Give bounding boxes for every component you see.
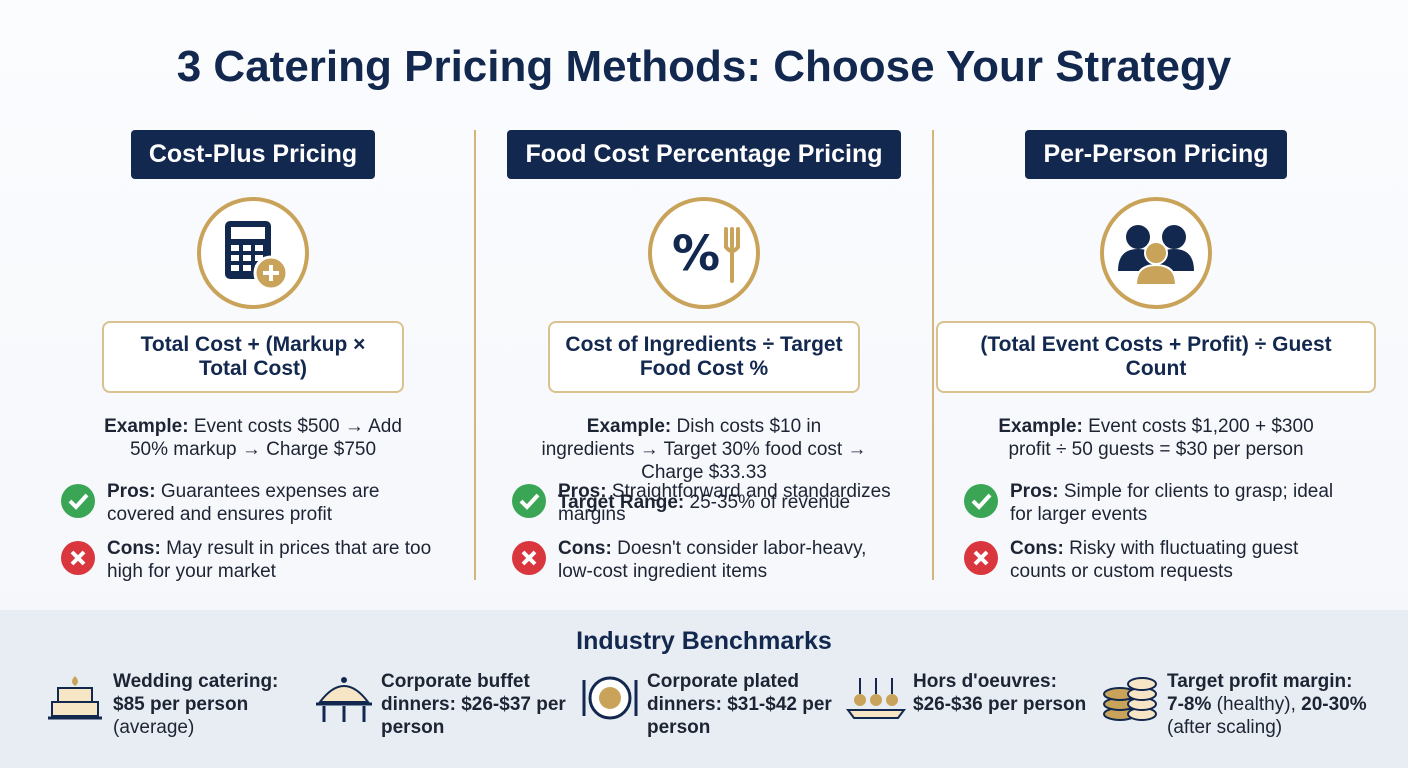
example-label: Example: — [586, 416, 672, 437]
benchmark-strong: 20-30% — [1301, 694, 1367, 715]
benchmark: Corporate buffet dinners: $26-$37 per pe… — [381, 670, 581, 739]
cons-label: Cons: — [1010, 538, 1064, 559]
method-name: Cost-Plus Pricing — [130, 130, 376, 179]
benchmark: Target profit margin: 7-8% (healthy), 20… — [1167, 670, 1367, 739]
pros: Pros: Guarantees expenses are covered an… — [61, 480, 447, 526]
cons-label: Cons: — [107, 538, 161, 559]
example: Example: Dish costs $10 in ingredients →… — [539, 415, 869, 484]
benchmark-icon — [48, 676, 102, 720]
divider — [474, 130, 476, 580]
cons-label: Cons: — [558, 538, 612, 559]
pros-text: Simple for clients to grasp; ideal for l… — [1010, 481, 1334, 525]
benchmark: Corporate plated dinners: $31-$42 per pe… — [647, 670, 847, 739]
icon: % — [648, 197, 760, 309]
cons-text: Risky with fluctuating guest counts or c… — [1010, 538, 1299, 582]
cons: Cons: Risky with fluctuating guest count… — [964, 537, 1350, 583]
formula-wrap: Total Cost + (Markup × Total Cost) — [33, 311, 473, 393]
pros-label: Pros: — [107, 481, 156, 502]
example-text: Event costs $1,200 + $300 profit ÷ 50 gu… — [1008, 416, 1314, 460]
formula-wrap: (Total Event Costs + Profit) ÷ Guest Cou… — [936, 311, 1376, 393]
pros-label: Pros: — [558, 481, 607, 502]
benchmark-icon — [1103, 677, 1157, 721]
benchmarks-band — [0, 610, 1408, 768]
formula: Cost of Ingredients ÷ Target Food Cost % — [548, 321, 860, 393]
benchmark-text: (after scaling) — [1167, 717, 1283, 738]
method-column: Food Cost Percentage Pricing% Cost of Ing… — [484, 130, 924, 582]
benchmark-strong: Hors d'oeuvres: $26-$36 per person — [913, 671, 1087, 715]
example-text: Event costs $500 → Add 50% markup → Char… — [129, 416, 402, 460]
cons: Cons: May result in prices that are too … — [61, 537, 447, 583]
pros: Pros: Simple for clients to grasp; ideal… — [964, 480, 1350, 526]
target-range-text: 25-35% of revenue — [689, 492, 851, 513]
formula-wrap: Cost of Ingredients ÷ Target Food Cost % — [484, 311, 924, 393]
method-column: Per-Person Pricing (Total Event Costs + P… — [936, 130, 1376, 582]
target-range: Target Range: 25-35% of revenue — [484, 492, 924, 514]
example-label: Example: — [998, 416, 1083, 437]
example: Example: Event costs $500 → Add 50% mark… — [88, 415, 418, 461]
cons: Cons: Doesn't consider labor-heavy, low-… — [512, 537, 898, 583]
benchmark-strong: Target profit margin: 7-8% — [1167, 671, 1353, 715]
example: Example: Event costs $1,200 + $300 profi… — [991, 415, 1321, 461]
svg-text:%: % — [672, 226, 720, 282]
pros-text: Straightforward and standardizes margins — [558, 481, 891, 525]
benchmark-strong: Corporate plated dinners: $31-$42 per pe… — [647, 671, 832, 738]
benchmark-icon — [316, 677, 372, 722]
benchmark-text: (healthy), — [1216, 694, 1296, 715]
formula: Total Cost + (Markup × Total Cost) — [102, 321, 404, 393]
example-text: Dish costs $10 in ingredients → Target 3… — [541, 416, 867, 483]
method-column: Cost-Plus Pricing Total Cost + (Markup × … — [33, 130, 473, 582]
pros-label: Pros: — [1010, 481, 1059, 502]
benchmark-icon — [582, 676, 638, 720]
cons-text: May result in prices that are too high f… — [107, 538, 432, 582]
benchmark-strong: Corporate buffet dinners: $26-$37 per pe… — [381, 671, 566, 738]
pros-text: Guarantees expenses are covered and ensu… — [107, 481, 380, 525]
benchmark-icon — [846, 678, 906, 719]
benchmarks-title: Industry Benchmarks — [576, 627, 832, 655]
benchmark-strong: Wedding catering: $85 per person — [113, 671, 279, 715]
cons-text: Doesn't consider labor-heavy, low-cost i… — [558, 538, 867, 582]
example-label: Example: — [104, 416, 189, 437]
divider — [932, 130, 934, 580]
icon — [1100, 197, 1212, 309]
icon — [197, 197, 309, 309]
method-name: Per-Person Pricing — [1025, 130, 1287, 179]
pros: Pros: Straightforward and standardizes m… — [512, 480, 898, 526]
target-range-label: Target Range: — [557, 492, 685, 513]
benchmark-text: (average) — [113, 717, 195, 738]
title: 3 Catering Pricing Methods: Choose Your … — [176, 42, 1232, 91]
formula: (Total Event Costs + Profit) ÷ Guest Cou… — [936, 321, 1376, 393]
method-name: Food Cost Percentage Pricing — [507, 130, 901, 179]
benchmark: Wedding catering: $85 per person (averag… — [113, 670, 313, 739]
benchmark: Hors d'oeuvres: $26-$36 per person — [913, 670, 1113, 716]
